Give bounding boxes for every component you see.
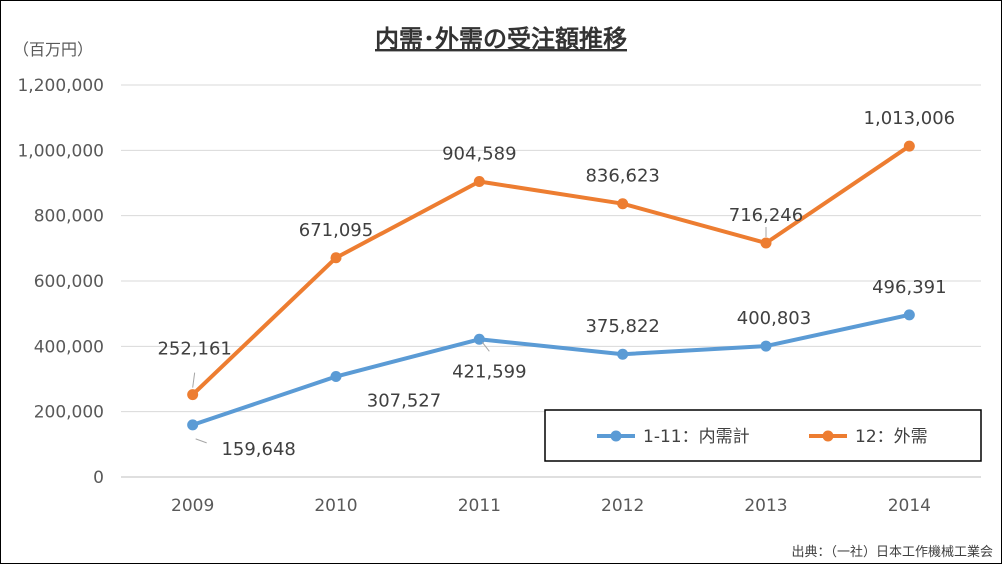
data-label: 252,161: [157, 339, 231, 360]
data-label: 716,246: [729, 205, 803, 226]
data-point: [473, 176, 485, 188]
data-point: [617, 198, 629, 210]
source-note: 出典：（一社）日本工作機械工業会: [791, 544, 993, 560]
y-axis-unit-label: （百万円）: [13, 40, 93, 59]
y-tick-label: 0: [93, 468, 104, 488]
data-point: [473, 333, 485, 345]
data-label: 159,648: [221, 439, 295, 460]
data-label: 375,822: [585, 316, 659, 337]
y-tick-label: 400,000: [34, 337, 104, 357]
x-axis-ticks: 2009 2010 2011 2012 2013 2014: [171, 496, 931, 516]
legend-swatch-marker: [822, 430, 834, 442]
x-tick-label: 2009: [171, 496, 214, 516]
data-point: [617, 348, 629, 360]
data-label: 671,095: [299, 220, 373, 241]
x-tick-label: 2010: [314, 496, 357, 516]
data-point: [330, 252, 342, 264]
data-point: [903, 140, 915, 152]
y-tick-label: 200,000: [34, 403, 104, 423]
data-point: [187, 389, 199, 401]
data-point: [330, 371, 342, 383]
data-label: 421,599: [452, 361, 526, 382]
x-tick-label: 2012: [601, 496, 644, 516]
label-leader-line: [192, 372, 196, 388]
y-tick-label: 1,200,000: [17, 76, 104, 96]
data-label: 307,527: [367, 391, 441, 412]
legend: 1-11：内需計 12：外需: [544, 409, 982, 462]
y-tick-label: 800,000: [34, 207, 104, 227]
chart-title: 内需･外需の受注額推移: [375, 25, 627, 53]
y-axis-ticks: 0 200,000 400,000 600,000 800,000 1,000,000 1,…: [17, 76, 104, 488]
data-point: [187, 419, 199, 431]
data-label: 496,391: [872, 277, 946, 298]
data-label: 904,589: [442, 144, 516, 165]
series-line: [192, 312, 910, 427]
data-label: 400,803: [737, 308, 811, 329]
legend-label: 1-11：内需計: [643, 427, 750, 447]
y-tick-label: 600,000: [34, 272, 104, 292]
legend-swatch-marker: [610, 430, 622, 442]
data-label: 836,623: [585, 166, 659, 187]
label-leader-line: [195, 438, 207, 444]
data-point: [760, 237, 772, 249]
y-tick-label: 1,000,000: [17, 141, 104, 161]
series-group: 159,648 307,527 421,599 375,822 400,803 496,3…: [157, 108, 955, 460]
label-leader-line: [481, 341, 490, 352]
x-tick-label: 2011: [458, 496, 501, 516]
legend-label: 12：外需: [855, 427, 928, 447]
x-tick-label: 2014: [888, 496, 931, 516]
data-label: 1,013,006: [864, 108, 956, 129]
data-point: [903, 309, 915, 321]
x-tick-label: 2013: [744, 496, 787, 516]
series-line: [191, 144, 911, 397]
data-point: [760, 340, 772, 352]
